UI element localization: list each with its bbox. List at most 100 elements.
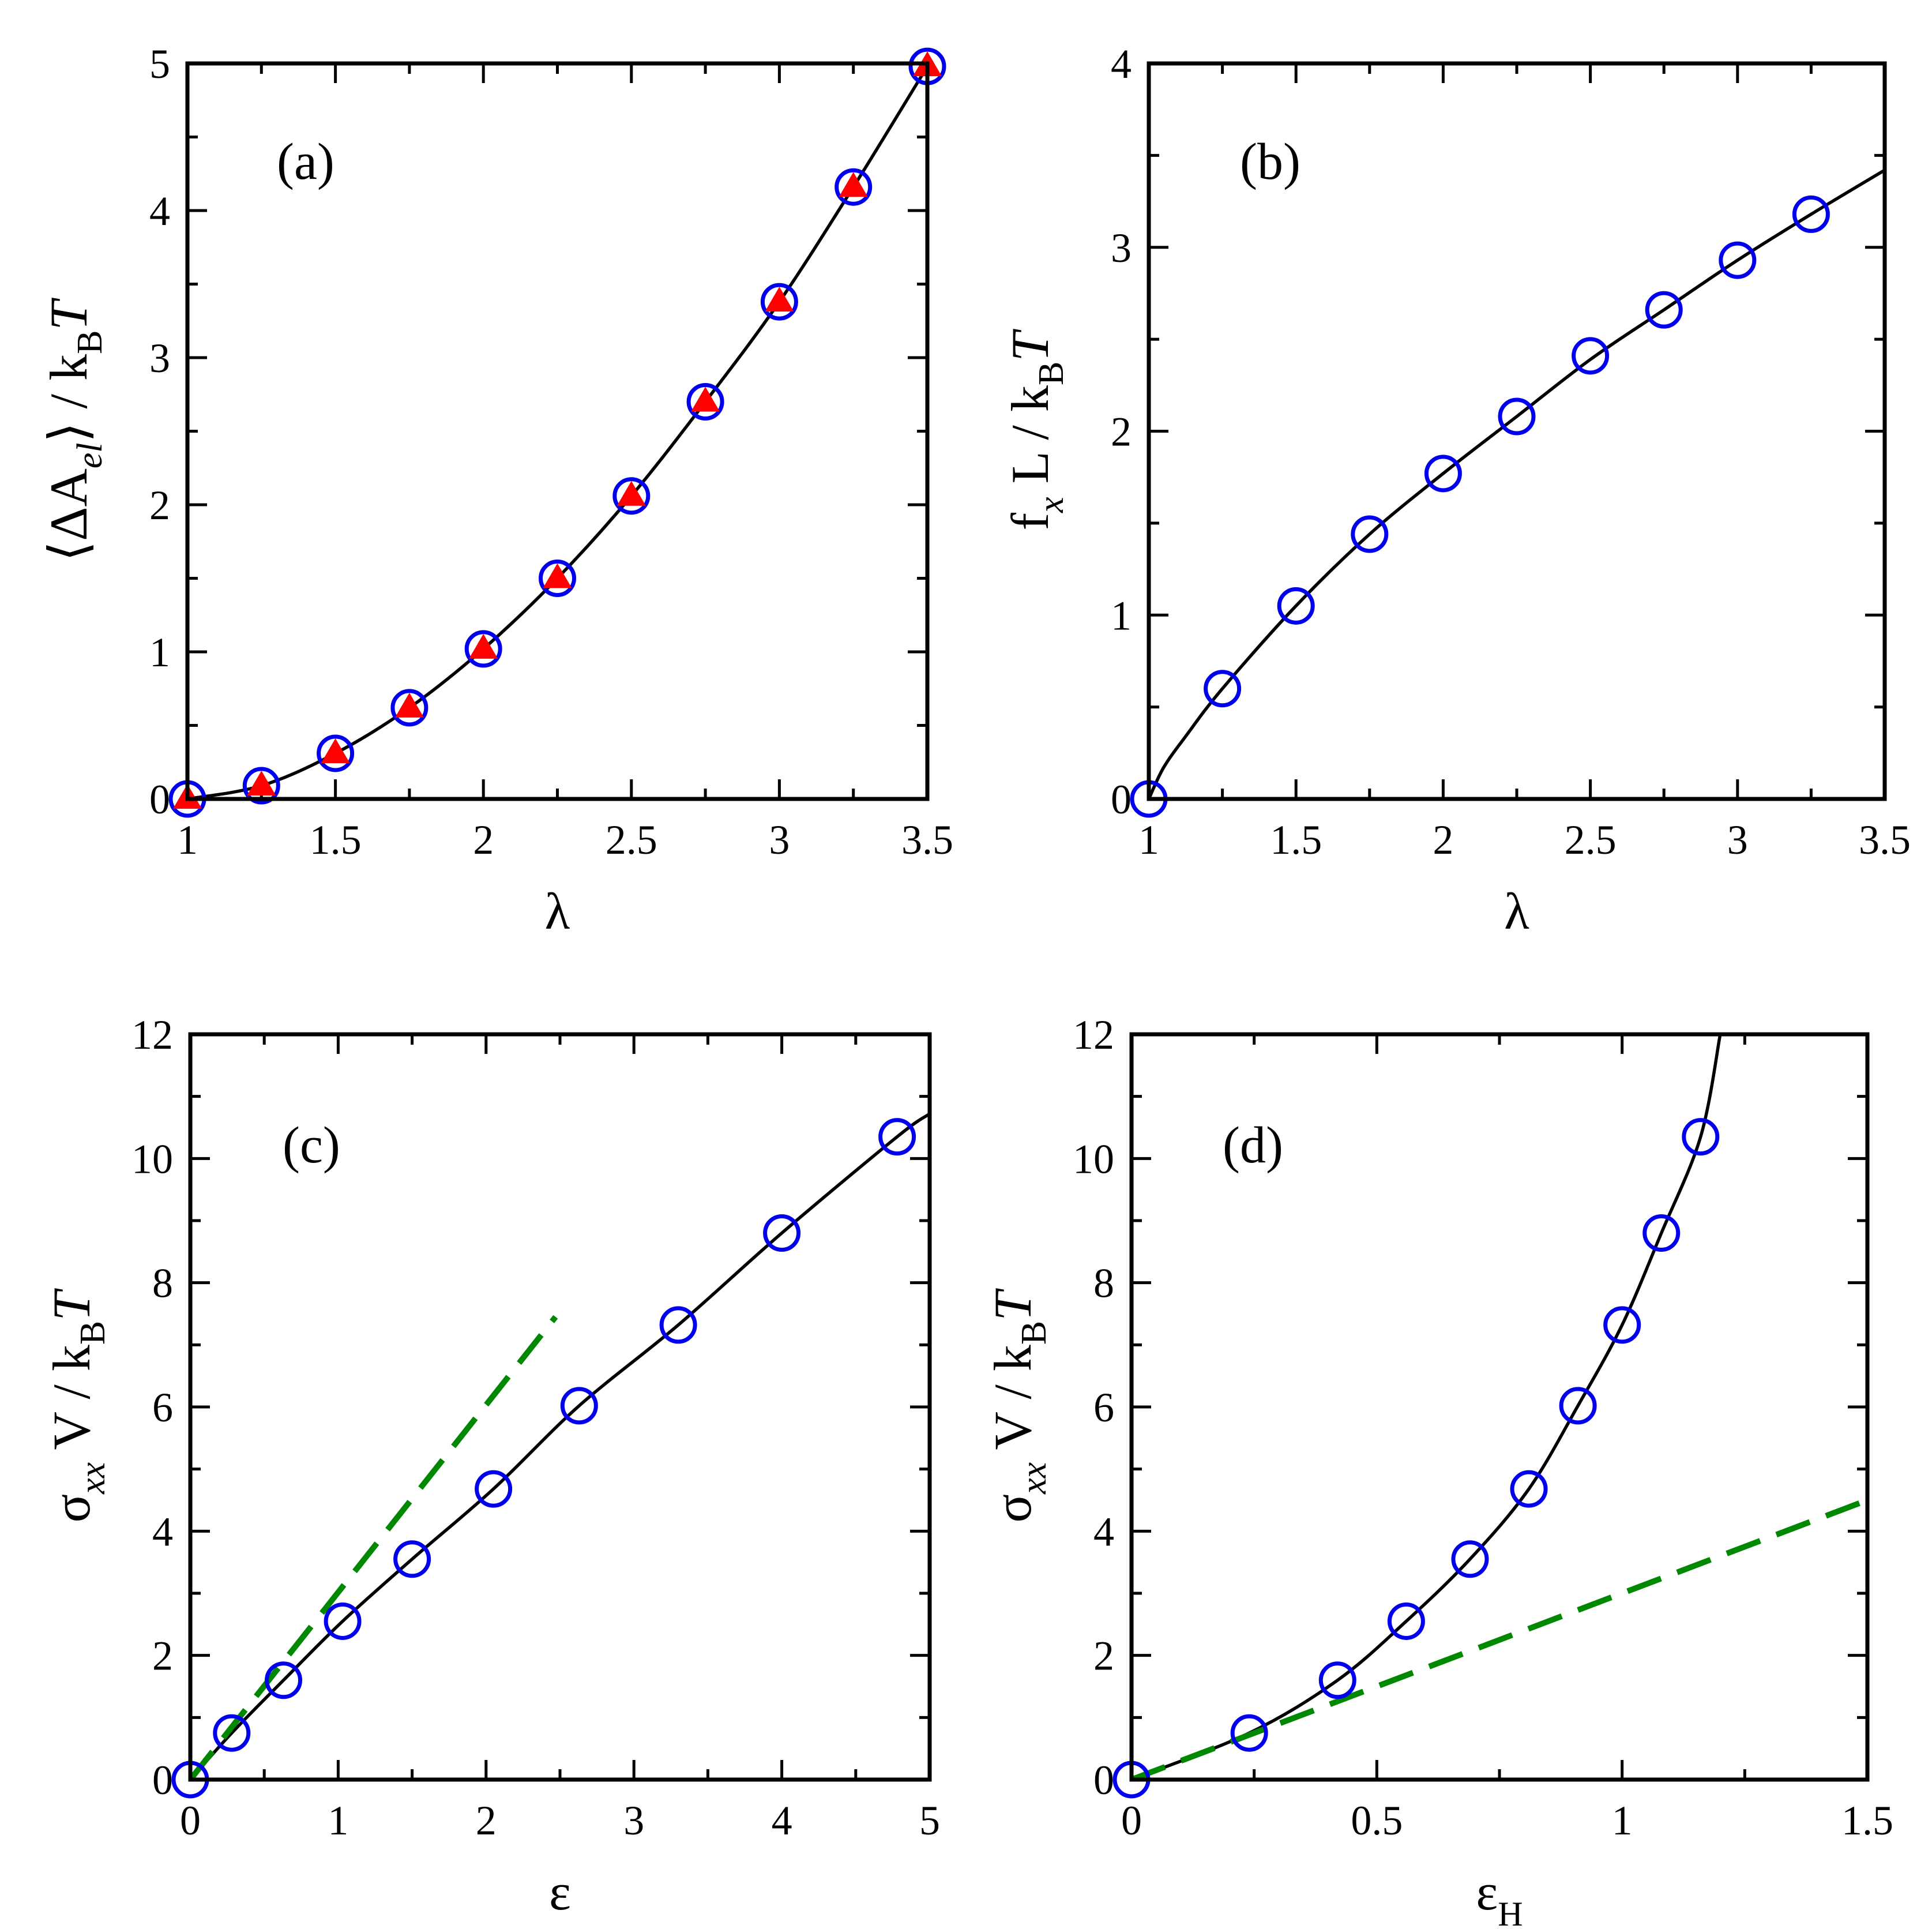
data-point-circle <box>1498 397 1536 436</box>
panel-label: (c) <box>283 1117 340 1174</box>
data-point-circle <box>1642 1214 1681 1252</box>
data-point-circle <box>539 560 576 597</box>
data-point-circle <box>760 283 798 321</box>
data-point-circle <box>1682 1118 1720 1156</box>
data-point-circle <box>835 168 873 206</box>
y-tick-label: 6 <box>1093 1384 1114 1431</box>
data-point-circle <box>242 767 280 805</box>
y-tick-label: 3 <box>1111 225 1132 271</box>
data-point-triangle <box>321 738 350 763</box>
data-point-triangle <box>617 481 646 506</box>
y-axis-label-mid: ⟩ / k <box>39 354 98 442</box>
y-tick-label: 10 <box>131 1136 173 1182</box>
x-axis-label: λ <box>545 883 570 940</box>
plot-frame <box>185 61 930 801</box>
data-point-circle <box>1559 1387 1597 1425</box>
data-point-circle <box>1351 515 1389 553</box>
data-point-circle <box>686 383 724 421</box>
data-point-circle <box>1277 587 1315 625</box>
y-tick-label: 5 <box>149 41 170 87</box>
y-tick-label: 0 <box>1111 776 1132 823</box>
markers <box>168 47 946 818</box>
y-tick-label: 4 <box>1093 1508 1114 1555</box>
y-axis-label-sub2: B <box>1032 362 1071 385</box>
y-axis-label-prefix: σ <box>983 1494 1042 1523</box>
y-tick-label: 0 <box>152 1757 173 1803</box>
y-axis-label: σxx V / kBT <box>42 1288 112 1523</box>
y-tick-label: 8 <box>152 1260 173 1307</box>
y-axis-label: ⟨ΔAel⟩ / kBT <box>39 298 110 562</box>
x-axis-label: λ <box>1504 883 1529 940</box>
data-layer <box>190 1112 930 1780</box>
x-tick-label: 1.5 <box>310 817 362 863</box>
x-tick-label: 3 <box>769 817 790 863</box>
linear-dashed-line <box>190 1315 558 1780</box>
y-axis-label-mid: V / k <box>42 1345 101 1462</box>
y-axis-label-suffix: T <box>983 1288 1042 1321</box>
x-tick-label: 1 <box>328 1797 348 1844</box>
panel-label: (d) <box>1223 1117 1283 1174</box>
y-tick-label: 2 <box>152 1633 173 1679</box>
x-axis-label-main: λ <box>545 883 570 940</box>
data-point-circle <box>390 689 429 727</box>
x-axis-label-main: ε <box>549 1864 571 1921</box>
y-axis-label-suffix: T <box>39 298 98 331</box>
x-tick-label: 3 <box>623 1797 644 1844</box>
data-point-triangle <box>691 386 720 412</box>
x-tick-label: 3.5 <box>901 817 953 863</box>
x-tick-label: 0 <box>180 1797 201 1844</box>
x-tick-label: 1 <box>177 817 198 863</box>
data-point-circle <box>475 1470 513 1508</box>
x-tick-label: 5 <box>919 1797 940 1844</box>
data-point-circle <box>763 1214 801 1252</box>
data-point-triangle <box>394 692 424 718</box>
data-point-circle <box>317 734 355 772</box>
y-axis-label-sub: x <box>1032 497 1071 513</box>
x-tick-label: 4 <box>772 1797 792 1844</box>
y-tick-label: 1 <box>1111 592 1132 639</box>
x-tick-label: 1 <box>1138 817 1159 863</box>
x-tick-label: 2 <box>1433 817 1453 863</box>
y-axis-label-prefix: f <box>1001 513 1059 531</box>
data-point-circle <box>878 1118 916 1156</box>
x-tick-label: 0.5 <box>1351 1797 1403 1844</box>
y-tick-label: 1 <box>149 629 170 675</box>
y-axis-label-sub: el <box>70 442 110 468</box>
x-tick-label: 2 <box>473 817 494 863</box>
data-point-circle <box>1424 455 1462 493</box>
x-tick-label: 2.5 <box>606 817 657 863</box>
y-axis-label-mid: L / k <box>1001 385 1059 497</box>
y-tick-label: 2 <box>1111 409 1132 455</box>
x-tick-label: 2.5 <box>1565 817 1617 863</box>
y-tick-label: 2 <box>149 482 170 528</box>
data-point-circle <box>265 1661 303 1699</box>
x-tick-label: 2 <box>476 1797 497 1844</box>
data-point-circle <box>1603 1306 1641 1344</box>
data-point-triangle <box>839 172 868 197</box>
data-point-circle <box>560 1387 598 1425</box>
data-point-circle <box>1387 1602 1425 1640</box>
fit-curve <box>190 1112 930 1780</box>
y-axis-label-sub2: B <box>1014 1321 1054 1345</box>
data-point-circle <box>1645 291 1683 329</box>
x-axis-label-main: ε <box>1476 1864 1498 1921</box>
y-axis-label-suffix: T <box>1001 329 1059 362</box>
markers <box>171 1118 916 1799</box>
y-axis-label-sub: xx <box>73 1462 112 1495</box>
x-axis-label-sub: H <box>1498 1895 1523 1929</box>
data-point-circle <box>1572 337 1610 375</box>
plot-frame <box>1147 61 1887 801</box>
data-point-circle <box>612 477 651 515</box>
y-axis-label-prefix: σ <box>42 1494 101 1523</box>
fit-curve <box>1149 168 1885 799</box>
data-point-triangle <box>469 633 498 659</box>
data-point-circle <box>1510 1470 1548 1508</box>
y-axis-label: σxx V / kBT <box>983 1288 1054 1523</box>
data-point-circle <box>213 1714 251 1752</box>
x-tick-label: 3.5 <box>1859 817 1911 863</box>
data-point-triangle <box>247 771 276 796</box>
y-tick-label: 2 <box>1093 1633 1114 1679</box>
